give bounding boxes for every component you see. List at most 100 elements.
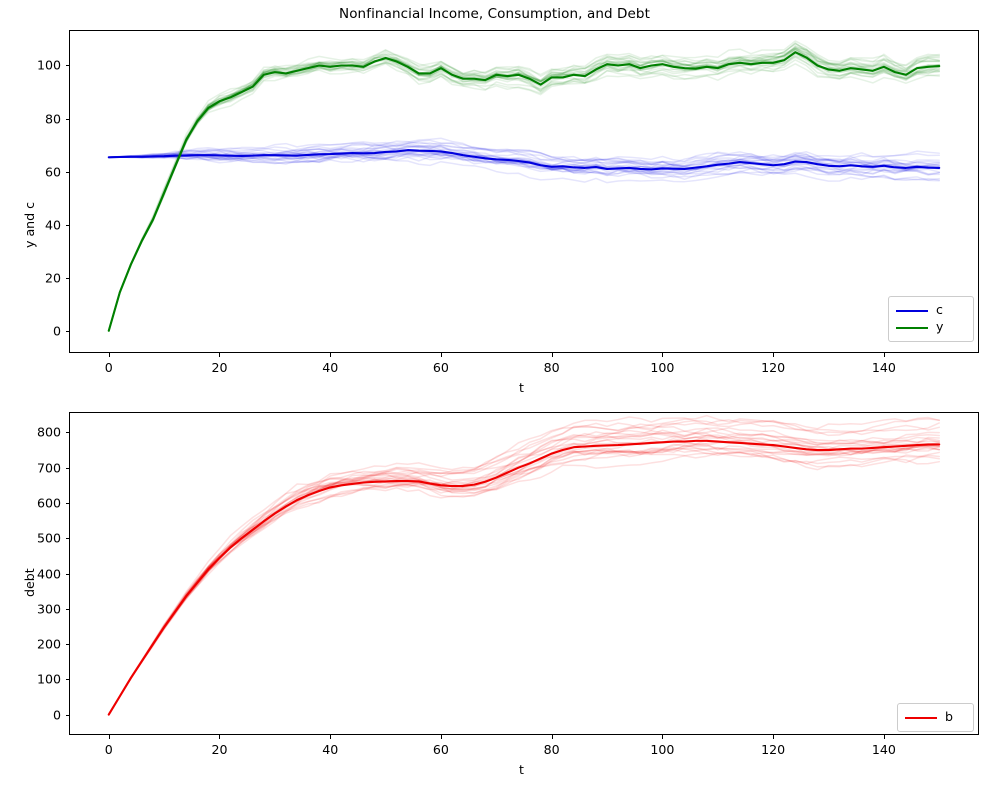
bottom-panel-plot-area bbox=[107, 414, 941, 716]
ensemble-path-y bbox=[108, 40, 940, 332]
ensemble-path-y bbox=[108, 53, 940, 332]
y-tick-mark bbox=[66, 468, 70, 469]
x-tick-mark bbox=[330, 735, 331, 739]
x-tick-mark bbox=[219, 353, 220, 357]
series-group-b bbox=[107, 414, 941, 716]
bottom-panel-legend[interactable]: b bbox=[897, 703, 974, 732]
x-tick-label: 20 bbox=[211, 360, 228, 375]
x-tick-label: 100 bbox=[650, 742, 675, 757]
ensemble-path-c bbox=[108, 143, 940, 167]
x-tick-label: 120 bbox=[761, 742, 786, 757]
chart-top-panel bbox=[69, 30, 979, 353]
x-tick-mark bbox=[441, 353, 442, 357]
x-tick-mark bbox=[662, 735, 663, 739]
legend-item-c[interactable]: c bbox=[896, 302, 966, 319]
ensemble-path-c bbox=[108, 150, 940, 173]
legend-swatch-y bbox=[896, 326, 928, 329]
y-tick-mark bbox=[66, 65, 70, 66]
x-tick-label: 0 bbox=[104, 742, 113, 757]
x-tick-mark bbox=[219, 735, 220, 739]
x-tick-label: 140 bbox=[871, 742, 896, 757]
bottom-panel-y-axis-label: debt bbox=[22, 568, 37, 597]
y-tick-label: 40 bbox=[44, 217, 61, 233]
ensemble-path-y bbox=[108, 49, 940, 332]
x-tick-label: 40 bbox=[322, 360, 339, 375]
y-tick-mark bbox=[66, 679, 70, 680]
y-tick-mark bbox=[66, 644, 70, 645]
x-tick-label: 60 bbox=[432, 360, 449, 375]
x-tick-mark bbox=[773, 353, 774, 357]
y-tick-mark bbox=[66, 609, 70, 610]
x-tick-mark bbox=[441, 735, 442, 739]
ensemble-path-b bbox=[108, 416, 940, 716]
series-line-y bbox=[107, 51, 941, 332]
chart-bottom-panel bbox=[69, 412, 979, 735]
ensemble-path-y bbox=[108, 48, 940, 332]
y-tick-mark bbox=[66, 574, 70, 575]
x-tick-label: 120 bbox=[761, 360, 786, 375]
ensemble-path-b bbox=[108, 448, 940, 716]
ensemble-path-c bbox=[108, 154, 940, 182]
legend-item-y[interactable]: y bbox=[896, 319, 966, 336]
top-panel-x-axis-label: t bbox=[519, 380, 524, 395]
y-tick-mark bbox=[66, 432, 70, 433]
ensemble-path-y bbox=[108, 42, 940, 332]
x-tick-mark bbox=[773, 735, 774, 739]
ensemble-path-c bbox=[108, 150, 940, 176]
ensemble-path-y bbox=[108, 47, 940, 332]
ensemble-path-b bbox=[108, 451, 940, 716]
y-tick-mark bbox=[66, 331, 70, 332]
legend-label-y: y bbox=[936, 319, 944, 335]
y-tick-label: 800 bbox=[36, 424, 61, 440]
ensemble-path-b bbox=[108, 443, 940, 716]
y-tick-label: 400 bbox=[36, 566, 61, 581]
x-tick-mark bbox=[109, 735, 110, 739]
ensemble-path-c bbox=[108, 143, 940, 168]
ensemble-path-b bbox=[108, 431, 940, 716]
ensemble-path-c bbox=[108, 137, 940, 166]
y-tick-label: 100 bbox=[36, 57, 61, 73]
series-group-c bbox=[107, 137, 941, 184]
ensemble-path-y bbox=[108, 59, 940, 332]
ensemble-path-b bbox=[108, 443, 940, 716]
x-tick-mark bbox=[884, 353, 885, 357]
ensemble-path-b bbox=[108, 427, 940, 716]
y-tick-mark bbox=[66, 119, 70, 120]
series-line-b bbox=[107, 439, 941, 716]
page-title: Nonfinancial Income, Consumption, and De… bbox=[339, 6, 650, 22]
ensemble-path-c bbox=[108, 144, 940, 174]
x-tick-mark bbox=[330, 353, 331, 357]
ensemble-path-b bbox=[108, 416, 940, 716]
ensemble-path-b bbox=[108, 414, 940, 716]
x-tick-mark bbox=[109, 353, 110, 357]
ensemble-path-c bbox=[108, 150, 940, 178]
ensemble-path-c bbox=[108, 153, 940, 184]
top-panel-legend[interactable]: c y bbox=[888, 296, 974, 342]
ensemble-path-b bbox=[108, 446, 940, 716]
x-tick-label: 60 bbox=[432, 742, 449, 757]
ensemble-path-b bbox=[108, 437, 940, 716]
x-tick-label: 40 bbox=[322, 742, 339, 757]
ensemble-path-y bbox=[108, 47, 940, 332]
legend-item-b[interactable]: b bbox=[905, 709, 966, 726]
ensemble-path-b bbox=[108, 427, 940, 716]
legend-swatch-b bbox=[905, 716, 937, 719]
ensemble-path-y bbox=[108, 43, 940, 332]
ensemble-path-b bbox=[108, 449, 940, 716]
ensemble-path-y bbox=[108, 42, 940, 332]
series-group-y bbox=[107, 40, 941, 332]
top-panel-plot-area bbox=[107, 40, 941, 332]
x-tick-label: 80 bbox=[543, 360, 560, 375]
ensemble-path-b bbox=[108, 429, 940, 716]
y-tick-mark bbox=[66, 503, 70, 504]
y-tick-mark bbox=[66, 225, 70, 226]
y-tick-label: 20 bbox=[44, 270, 61, 286]
ensemble-path-b bbox=[108, 443, 940, 716]
ensemble-path-c bbox=[108, 148, 940, 174]
ensemble-path-y bbox=[108, 55, 940, 332]
y-tick-label: 700 bbox=[36, 460, 61, 476]
bottom-panel-x-axis-label: t bbox=[519, 762, 524, 777]
y-tick-label: 500 bbox=[36, 530, 61, 546]
x-tick-mark bbox=[552, 735, 553, 739]
